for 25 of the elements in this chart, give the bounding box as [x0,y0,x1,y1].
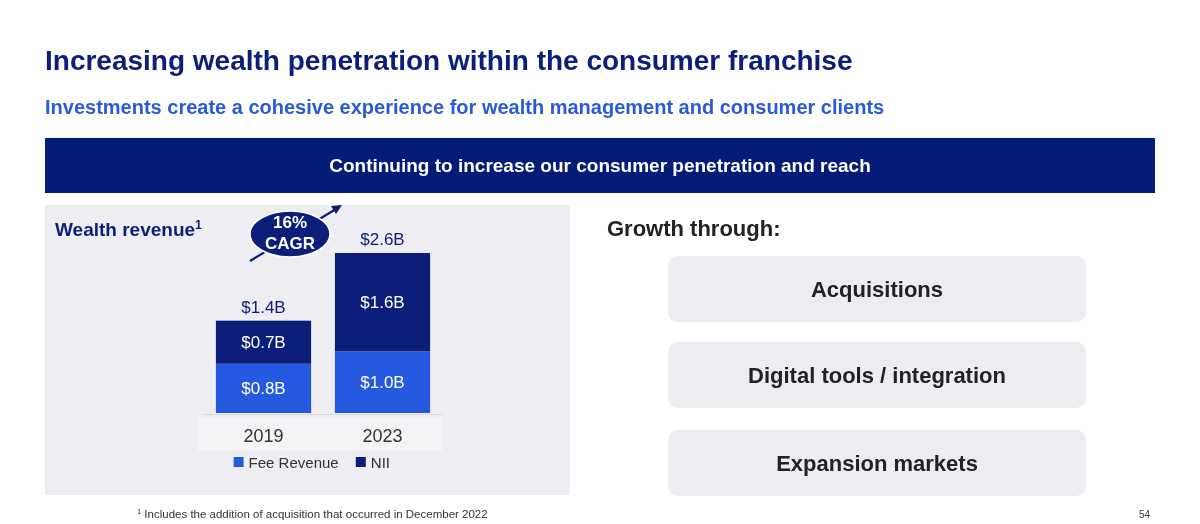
text: Expansion markets [776,451,978,476]
legend-label: Fee Revenue [248,454,339,471]
text: Growth through: [607,216,781,241]
data-label: $1.0B [360,373,405,393]
text: Digital tools / integration [748,363,1006,388]
bar [334,253,431,352]
x-tick-label: 2019 [243,426,284,446]
text: Investments create a cohesive experience for wealth management and consumer clients [45,96,885,118]
data-label: $0.8B [241,379,286,399]
text: $^{1}$ Includes the addition of acquisition that occurred in December 2022 [137,506,488,520]
legend-label: NII [370,454,390,471]
text: Increasing wealth penetration within the consumer franchise [45,45,853,76]
bar [215,363,312,413]
bar [215,320,312,364]
text: 16% CAGR [264,212,316,253]
bar [334,351,431,413]
text: Continuing to increase our consumer penetration and reach [329,155,871,176]
total-label: $2.6B [360,230,405,249]
text: 54 [1138,509,1151,520]
chart-title: Wealth revenue$^{1}$ [55,218,203,240]
text: Acquisitions [810,277,944,302]
total-label: $1.4B [241,297,286,317]
data-label: $1.6B [360,293,405,313]
x-tick-label: 2023 [362,426,403,446]
data-label: $0.7B [241,333,286,353]
